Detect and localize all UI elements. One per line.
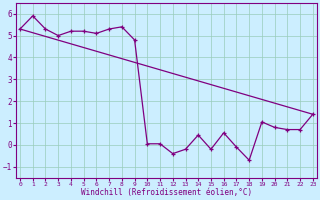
X-axis label: Windchill (Refroidissement éolien,°C): Windchill (Refroidissement éolien,°C) [81, 188, 252, 197]
